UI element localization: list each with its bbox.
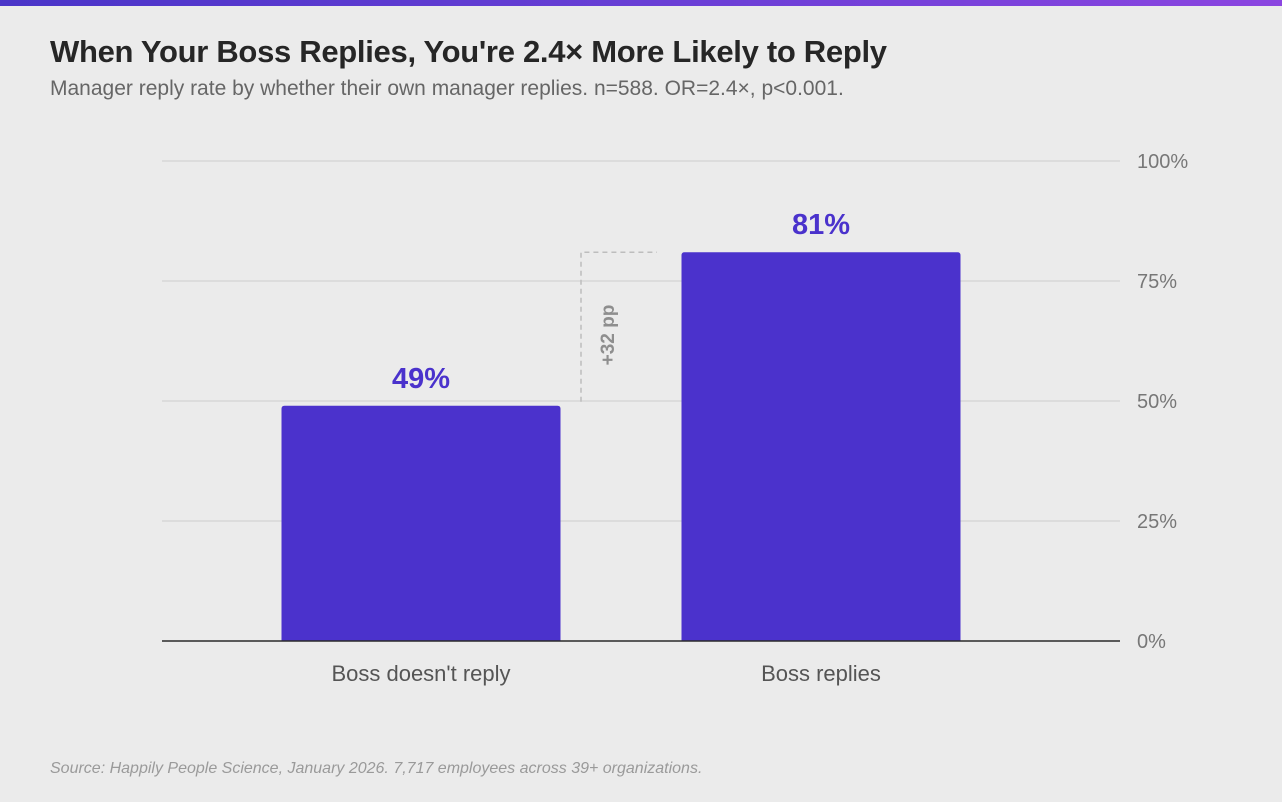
- bar-value-label: 49%: [392, 363, 450, 395]
- axes: 0% 25% 50% 75% 100% Boss doesn't reply Boss re…: [162, 151, 1188, 686]
- y-tick-label: 75%: [1137, 271, 1177, 293]
- y-tick-label: 25%: [1137, 511, 1177, 533]
- chart-subtitle: Manager reply rate by whether their own …: [50, 77, 844, 100]
- bar-value-label: 81%: [792, 209, 850, 241]
- annotation-label: +32 pp: [598, 305, 619, 366]
- chart-title: When Your Boss Replies, You're 2.4× More…: [50, 34, 887, 69]
- y-tick-label: 0%: [1137, 631, 1166, 653]
- difference-annotation: +32 pp: [580, 251, 657, 402]
- bar: [281, 405, 561, 641]
- x-category-label: Boss replies: [761, 661, 881, 686]
- accent-bar: [0, 0, 1282, 6]
- y-tick-label: 100%: [1137, 151, 1188, 173]
- bars: 49% 81%: [281, 209, 961, 641]
- bar: [681, 252, 961, 641]
- source-note: Source: Happily People Science, January …: [50, 760, 703, 777]
- x-category-label: Boss doesn't reply: [331, 661, 510, 686]
- annotation-bracket: [580, 251, 657, 402]
- y-tick-label: 50%: [1137, 391, 1177, 413]
